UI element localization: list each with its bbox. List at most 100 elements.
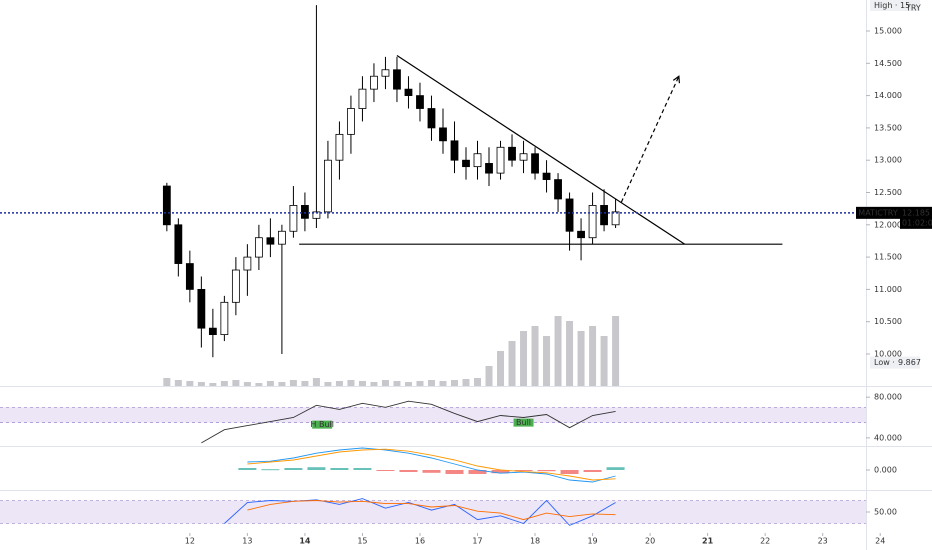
candle-body xyxy=(243,256,252,271)
y-tick-label: 11.500 xyxy=(874,253,902,262)
histogram-bar xyxy=(606,467,625,470)
volume-bar xyxy=(289,380,297,386)
histogram-bar xyxy=(399,470,418,472)
symbol-box xyxy=(856,206,900,219)
y-tick-label: 40.000 xyxy=(874,433,902,442)
histogram-bar xyxy=(560,470,579,474)
volume-bar xyxy=(485,366,493,386)
y-tick-label: 50.00 xyxy=(874,508,897,517)
volume-bar xyxy=(370,382,378,386)
candle-body xyxy=(301,205,309,219)
candle-body xyxy=(416,95,424,109)
candle-body xyxy=(312,211,321,219)
candle-body xyxy=(462,159,470,168)
candle-body xyxy=(439,127,447,142)
volume-bar xyxy=(358,381,366,386)
candle-body xyxy=(554,179,562,200)
volume-bar xyxy=(347,380,355,386)
volume-bar xyxy=(450,380,458,386)
volume-bar xyxy=(612,316,620,386)
histogram-bar xyxy=(422,470,441,473)
volume-bar xyxy=(508,341,516,386)
volume-bar xyxy=(474,378,482,386)
x-tick-label: 23 xyxy=(818,537,828,546)
histogram-bar xyxy=(583,470,602,472)
histogram-bar xyxy=(238,468,257,470)
candle-body xyxy=(496,146,505,174)
countdown: 01:02:03 xyxy=(902,218,932,227)
volume-bar xyxy=(209,383,217,386)
y-tick-label: 12.000 xyxy=(874,220,902,229)
candle-body xyxy=(427,108,436,129)
candle-body xyxy=(404,88,413,97)
histogram-bar xyxy=(307,467,326,470)
y-tick-label: 10.500 xyxy=(874,317,902,326)
candle-body xyxy=(358,88,367,109)
volume-bar xyxy=(554,316,562,386)
histogram-bar xyxy=(491,470,510,474)
candle-body xyxy=(473,153,482,168)
volume-bar xyxy=(243,382,251,386)
candle-body xyxy=(485,163,493,174)
macd-line xyxy=(247,447,616,483)
annotation-label: Bull xyxy=(516,418,531,427)
annotation-box xyxy=(312,420,333,429)
low-value: 9.867 xyxy=(898,358,921,367)
x-tick-label: 24 xyxy=(875,537,885,546)
candle-body xyxy=(347,108,355,135)
y-tick-label: 12.500 xyxy=(874,188,902,197)
candle-body xyxy=(266,237,275,245)
x-tick-label: 19 xyxy=(587,537,597,546)
y-tick-label: 14.000 xyxy=(874,91,902,100)
candle-body xyxy=(508,146,516,161)
indicator-line xyxy=(224,498,616,526)
candle-body xyxy=(185,263,194,290)
volume-bar xyxy=(232,380,240,386)
drawing-line xyxy=(620,75,680,203)
volume-bar xyxy=(427,380,435,386)
volume-bar xyxy=(600,336,608,386)
volume-bar xyxy=(393,381,401,386)
candle-body xyxy=(220,301,229,336)
volume-bar xyxy=(278,382,286,386)
histogram-bar xyxy=(468,470,487,474)
y-tick-label: 13.500 xyxy=(874,123,902,132)
volume-bar xyxy=(163,378,171,386)
candle-body xyxy=(393,69,401,90)
candle-body xyxy=(197,288,206,329)
volume-bar xyxy=(497,351,505,386)
histogram-bar xyxy=(445,470,464,474)
volume-bar xyxy=(404,382,412,386)
volume-bar xyxy=(589,326,597,386)
price-box xyxy=(900,206,932,229)
candle-body xyxy=(600,205,608,226)
candle-body xyxy=(542,172,551,180)
histogram-bar xyxy=(376,470,395,471)
band xyxy=(0,500,866,524)
x-tick-label: 18 xyxy=(530,537,540,546)
candle-body xyxy=(519,153,528,161)
candle-body xyxy=(278,230,286,245)
candle-body xyxy=(565,198,574,232)
candle-body xyxy=(531,153,539,174)
currency: TRY xyxy=(905,4,921,13)
volume-bar xyxy=(381,380,389,386)
candle-body xyxy=(324,159,332,213)
indicator-line xyxy=(247,500,616,521)
arrow-head xyxy=(672,75,680,84)
candle-body xyxy=(254,237,263,258)
x-tick-label: 20 xyxy=(645,537,655,546)
volume-bar xyxy=(335,381,343,386)
volume-bar xyxy=(197,382,205,386)
y-tick-label: 10.000 xyxy=(874,349,902,358)
candle-body xyxy=(335,133,344,161)
x-tick-label: 13 xyxy=(242,537,252,546)
candle-body xyxy=(611,211,620,226)
candle-body xyxy=(174,224,183,264)
volume-bar xyxy=(174,380,182,386)
candle-body xyxy=(577,230,585,239)
histogram-bar xyxy=(261,469,280,471)
high-box xyxy=(870,0,920,11)
